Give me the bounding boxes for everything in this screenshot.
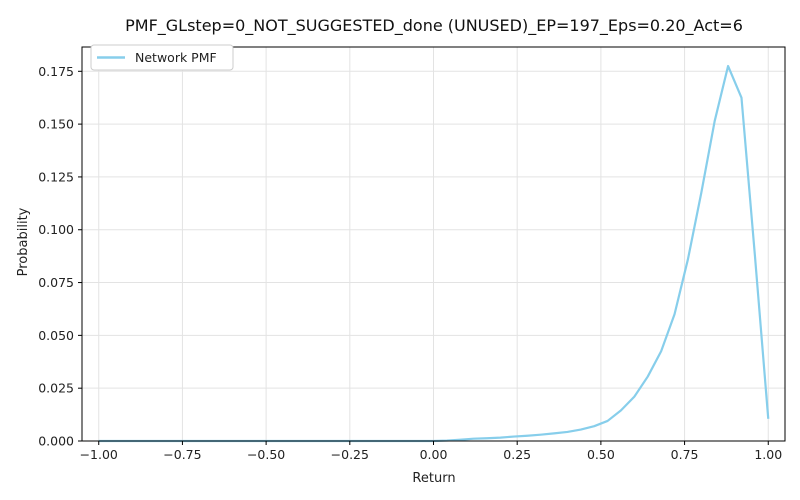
y-tick-label: 0.150 xyxy=(38,117,74,132)
y-tick-label: 0.000 xyxy=(38,434,74,449)
y-tick-label: 0.100 xyxy=(38,222,74,237)
x-tick-label: 1.00 xyxy=(754,447,782,462)
x-tick-label: −0.50 xyxy=(247,447,285,462)
x-tick-label: 0.25 xyxy=(503,447,531,462)
grid-lines xyxy=(82,47,785,442)
x-tick-label: 0.75 xyxy=(671,447,699,462)
legend-label-network-pmf: Network PMF xyxy=(135,50,217,65)
y-axis-ticks: 0.000 0.025 0.050 0.075 0.100 0.125 0.150 0.175 xyxy=(38,64,82,449)
y-tick-label: 0.025 xyxy=(38,381,74,396)
legend-box xyxy=(90,44,234,71)
y-tick-label: 0.050 xyxy=(38,328,74,343)
x-tick-label: 0.00 xyxy=(420,447,448,462)
x-tick-label: 0.50 xyxy=(587,447,615,462)
x-axis-label: Return xyxy=(412,471,455,486)
x-tick-label: −0.75 xyxy=(163,447,201,462)
y-tick-label: 0.075 xyxy=(38,275,74,290)
y-tick-label: 0.125 xyxy=(38,169,74,184)
x-axis-ticks: −1.00 −0.75 −0.50 −0.25 0.00 0.25 0.50 0.75 1.00 xyxy=(80,441,782,462)
x-tick-label: −1.00 xyxy=(80,447,118,462)
y-axis-label: Probability xyxy=(16,207,31,276)
x-tick-label: −0.25 xyxy=(331,447,369,462)
legend: Network PMF xyxy=(90,44,234,71)
y-tick-label: 0.175 xyxy=(38,64,74,79)
chart-title: PMF_GLstep=0_NOT_SUGGESTED_done (UNUSED)… xyxy=(125,16,743,36)
